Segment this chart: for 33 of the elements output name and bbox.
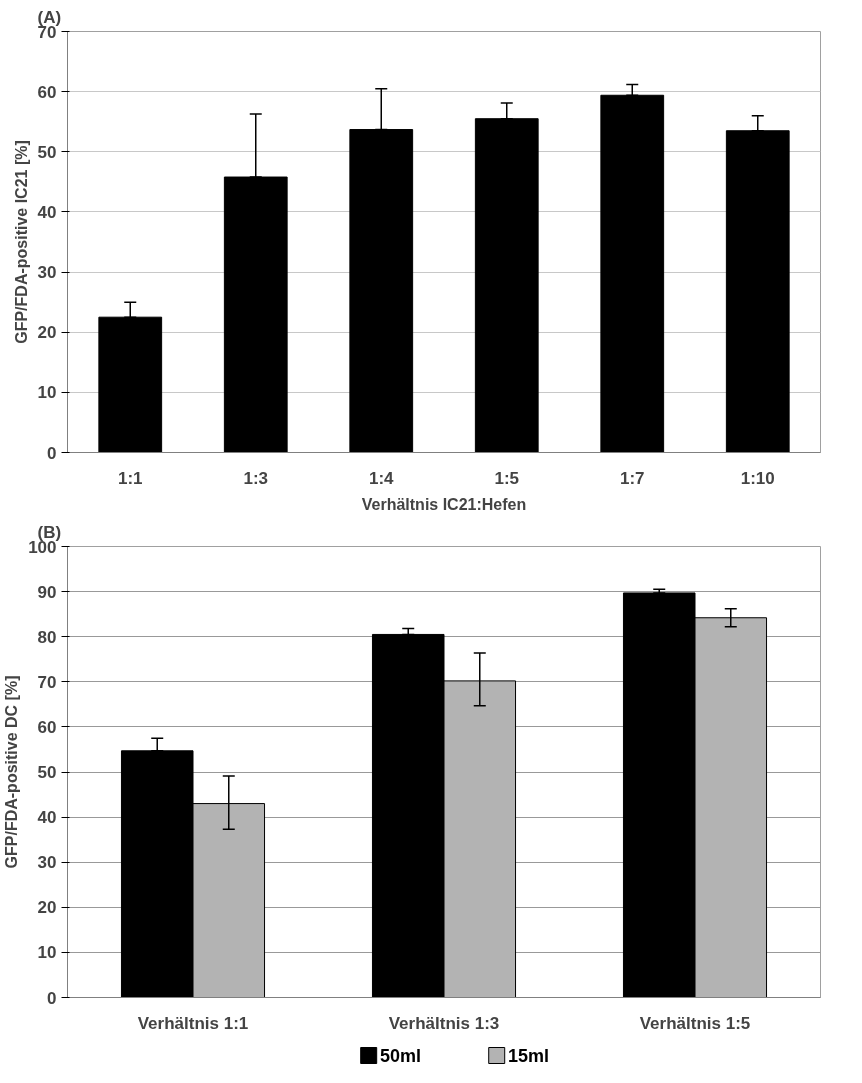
y-tick-label: 0	[47, 443, 57, 463]
y-axis-title: GFP/FDA-positive IC21 [%]	[12, 140, 30, 344]
x-tick-label: Verhältnis 1:3	[388, 1013, 500, 1033]
y-tick-label: 90	[37, 582, 57, 602]
y-tick-label: 60	[37, 82, 57, 102]
x-tick-label: 1:10	[740, 468, 775, 488]
x-tick-label: 1:4	[368, 468, 395, 488]
bar	[223, 176, 288, 453]
x-tick-label: 1:1	[117, 468, 143, 488]
x-axis-title: Verhältnis IC21:Hefen	[361, 495, 527, 513]
y-tick-label: 20	[37, 323, 57, 343]
x-tick-label: 1:5	[494, 468, 520, 488]
y-tick-label: 60	[37, 717, 57, 737]
y-tick-label: 20	[37, 898, 57, 918]
y-tick-label: 30	[37, 853, 57, 873]
y-tick-label: 70	[37, 672, 57, 692]
x-tick-label: 1:3	[243, 468, 269, 488]
y-tick-label: 10	[37, 383, 57, 403]
y-tick-label: 40	[37, 808, 57, 828]
y-axis-title: GFP/FDA-positive DC [%]	[3, 675, 21, 869]
y-tick-label: 50	[37, 142, 57, 162]
y-tick-label: 10	[37, 943, 57, 963]
x-tick-label: 1:7	[619, 468, 645, 488]
y-tick-label: 30	[37, 263, 57, 283]
legend-label: 15ml	[508, 1045, 550, 1066]
legend-label: 50ml	[379, 1045, 422, 1066]
bar	[98, 316, 163, 453]
x-tick-label: Verhältnis 1:5	[639, 1013, 751, 1033]
y-tick-label: 40	[37, 202, 57, 222]
y-tick-label: 80	[37, 627, 57, 647]
y-tick-label: 0	[47, 988, 57, 1008]
y-tick-label: 50	[37, 763, 57, 782]
x-tick-label: Verhältnis 1:1	[137, 1013, 249, 1033]
